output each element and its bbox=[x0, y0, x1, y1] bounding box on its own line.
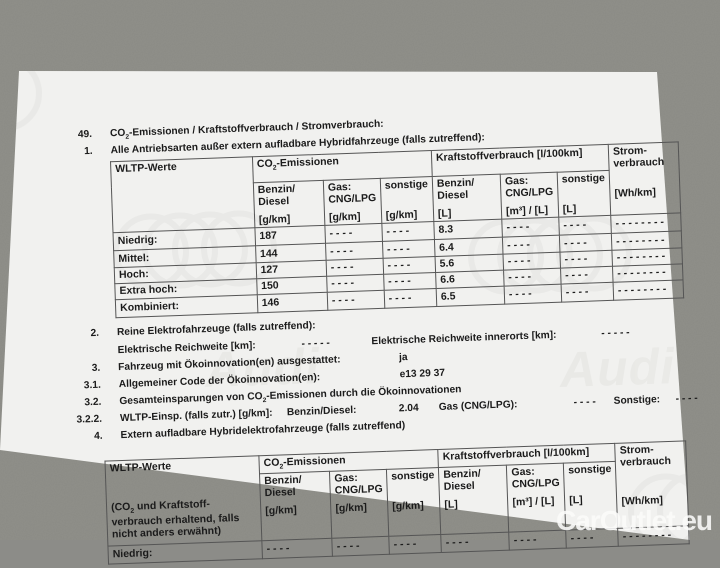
svg-text:Audi: Audi bbox=[557, 338, 676, 398]
